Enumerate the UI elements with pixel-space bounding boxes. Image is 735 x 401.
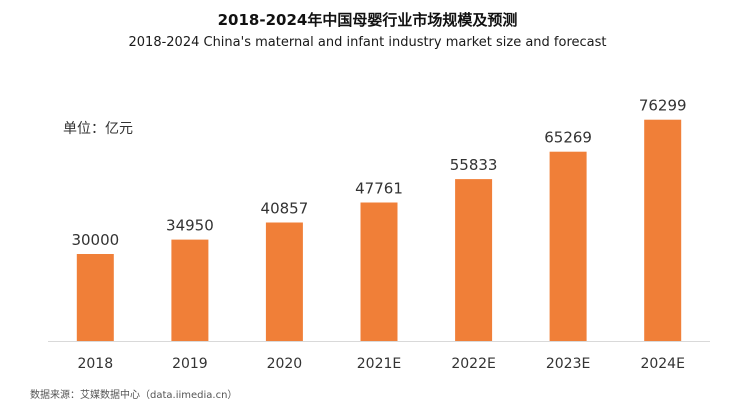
- x-tick-label-2020: 2020: [267, 356, 303, 372]
- data-label-2024E: 76299: [639, 97, 687, 115]
- bars-layer: [76, 119, 682, 341]
- data-source-note: 数据来源：艾媒数据中心（data.iimedia.cn）: [30, 390, 238, 401]
- bar-2019: [171, 239, 209, 341]
- x-tick-labels-layer: 2018 2019 2020 2021E 2022E 2023E 2024E: [77, 356, 684, 372]
- bar-2020: [265, 222, 303, 341]
- x-tick-label-2022E: 2022E: [451, 356, 495, 372]
- x-tick-label-2019: 2019: [172, 356, 208, 372]
- chart-title: 2018-2024年中国母婴行业市场规模及预测: [217, 11, 518, 29]
- bar-2022E: [455, 179, 493, 341]
- data-labels-layer: 30000 34950 40857 47761 55833 65269 76299: [71, 97, 686, 249]
- bar-2023E: [549, 151, 587, 341]
- chart-subtitle: 2018-2024 China's maternal and infant in…: [128, 35, 607, 50]
- bar-2021E: [360, 202, 398, 341]
- x-tick-label-2021E: 2021E: [357, 356, 401, 372]
- x-tick-label-2023E: 2023E: [546, 356, 590, 372]
- data-label-2021E: 47761: [355, 180, 403, 198]
- unit-label: 单位：亿元: [63, 121, 133, 137]
- bar-2024E: [644, 119, 682, 341]
- data-label-2023E: 65269: [544, 129, 592, 147]
- data-label-2022E: 55833: [450, 156, 498, 174]
- data-label-2019: 34950: [166, 217, 214, 235]
- x-tick-label-2018: 2018: [77, 356, 113, 372]
- data-label-2020: 40857: [261, 200, 309, 218]
- x-tick-label-2024E: 2024E: [640, 356, 684, 372]
- data-label-2018: 30000: [71, 231, 119, 249]
- bar-2018: [76, 254, 114, 341]
